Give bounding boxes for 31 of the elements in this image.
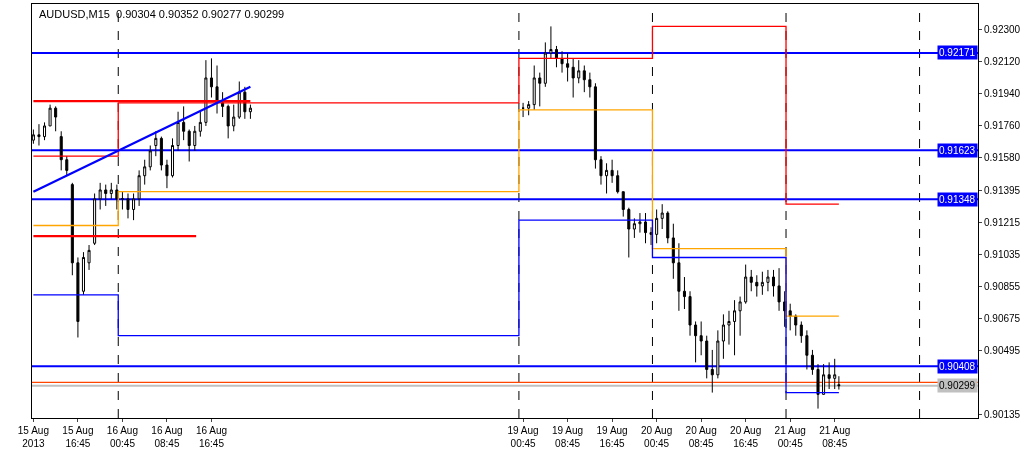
y-tick-label: 0.91035 [984,249,1021,261]
ref-line-label: 0.91623 [939,145,976,156]
y-tick-label: 0.91760 [984,120,1021,132]
x-tick-label: 20 Aug 00:45 [641,425,673,449]
x-tick-label: 15 Aug 2013 [17,425,49,449]
x-tick-label: 19 Aug 16:45 [596,425,628,449]
x-tick-label: 21 Aug 08:45 [819,425,851,449]
y-tick-label: 0.90675 [984,313,1021,325]
ref-line-label: 0.91348 [939,194,976,205]
y-tick-label: 0.90135 [984,409,1021,421]
y-tick-label: 0.91215 [984,217,1021,229]
x-tick-label: 16 Aug 00:45 [106,425,139,449]
x-tick-label: 19 Aug 00:45 [507,425,539,449]
ref-line-label: 0.90408 [939,361,976,372]
x-tick-label: 16 Aug 08:45 [151,425,183,449]
x-tick-label: 16 Aug 16:45 [195,425,228,449]
x-tick-label: 20 Aug 08:45 [685,425,717,449]
x-tick-label: 20 Aug 16:45 [730,425,762,449]
y-tick-label: 0.90855 [984,281,1021,293]
y-tick-label: 0.92300 [984,24,1021,36]
x-tick-label: 19 Aug 08:45 [552,425,584,449]
y-tick-label: 0.92120 [984,56,1021,68]
y-tick-label: 0.90495 [984,345,1021,357]
ref-line-label: 0.92171 [939,47,976,58]
chart-title: AUDUSD,M15 0.90304 0.90352 0.90277 0.90299 [39,8,285,20]
x-tick-label: 21 Aug 00:45 [774,425,806,449]
x-tick-label: 15 Aug 16:45 [62,425,94,449]
ref-line-label: 0.90299 [939,380,976,391]
y-tick-label: 0.91940 [984,88,1021,100]
y-tick-label: 0.91395 [984,185,1021,197]
y-tick-label: 0.91580 [984,152,1021,164]
